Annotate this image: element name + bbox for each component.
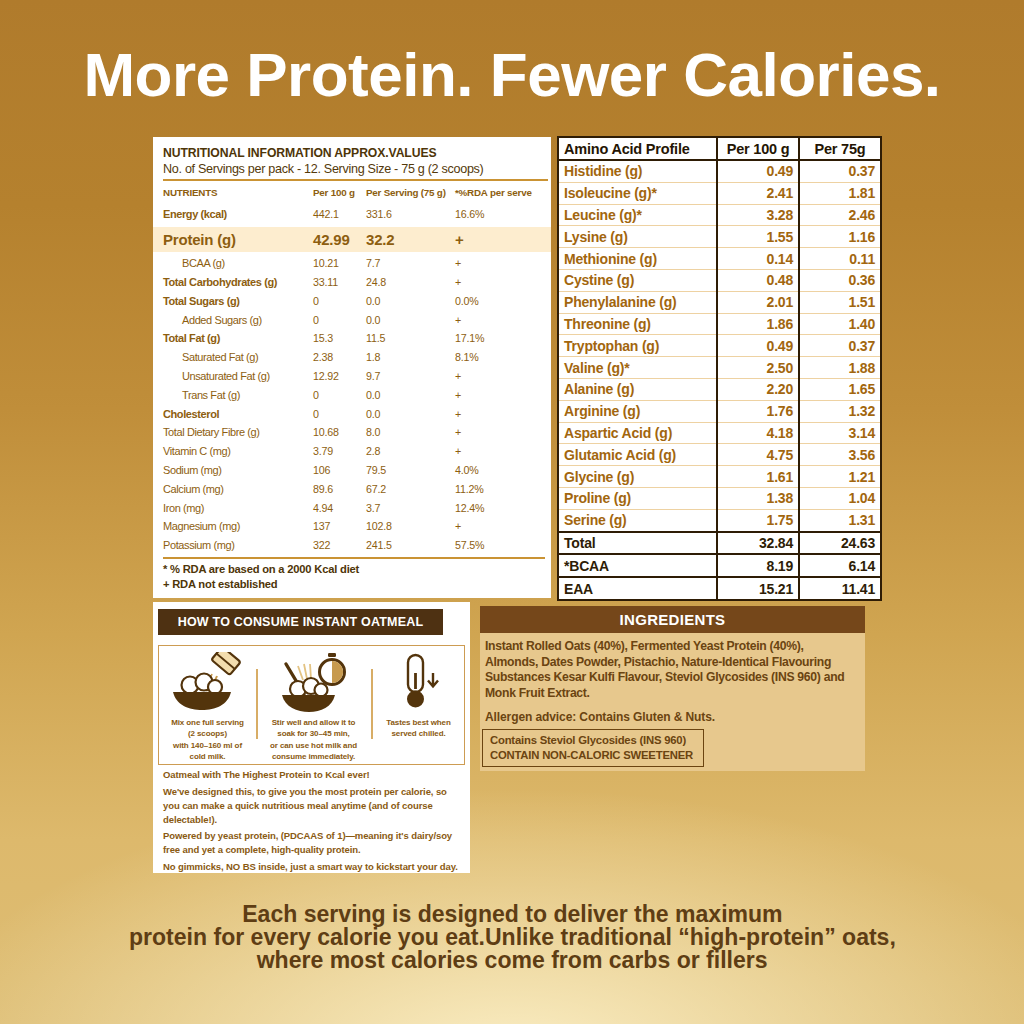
divider (163, 179, 548, 181)
allergen-advice: Allergen advice: Contains Gluten & Nuts. (485, 710, 715, 724)
amino-col-per100: Per 100 g (717, 137, 799, 160)
amino-row: Histidine (g)0.490.37 (558, 160, 881, 182)
pour-packet-icon (163, 652, 253, 714)
sweetener-box: Contains Steviol Glycosides (INS 960) CO… (482, 729, 704, 767)
amino-row: Total32.8424.63 (558, 532, 881, 555)
step-mix: Mix one full serving (2 scoops) with 140… (159, 646, 256, 764)
how-to-consume-panel: HOW TO CONSUME INSTANT OATMEAL (153, 602, 470, 873)
nutrition-row: Potassium (mg)322241.557.5% (153, 536, 551, 555)
amino-row: Aspartic Acid (g)4.183.14 (558, 422, 881, 444)
sweetener-line-1: Contains Steviol Glycosides (INS 960) (490, 733, 703, 748)
footnote-established: + RDA not established (163, 578, 277, 590)
footer-text: Each serving is designed to deliver the … (0, 902, 1024, 971)
nutrition-column-headers: NUTRIENTS Per 100 g Per Serving (75 g) *… (153, 187, 551, 198)
nutrition-row: Vitamin C (mg)3.792.8+ (153, 442, 551, 461)
footer-line-3: where most calories come from carbs or f… (257, 948, 768, 971)
consume-paragraph: No gimmicks, NO BS inside, just a smart … (163, 860, 465, 874)
nutrition-row: Magnesium (mg)137102.8+ (153, 517, 551, 536)
amino-row: Glycine (g)1.611.21 (558, 466, 881, 488)
amino-row: Proline (g)1.381.04 (558, 487, 881, 509)
nutrition-panel: NUTRITIONAL INFORMATION APPROX.VALUES No… (153, 137, 551, 598)
nutrition-row: Total Dietary Fibre (g)10.688.0+ (153, 423, 551, 442)
consume-paragraph: We've designed this, to give you the mos… (163, 785, 465, 827)
footnote-rda: * % RDA are based on a 2000 Kcal diet (163, 563, 359, 575)
amino-row: Isoleucine (g)*2.411.81 (558, 182, 881, 204)
ingredients-header: INGREDIENTS (480, 606, 865, 633)
amino-col-per75: Per 75g (799, 137, 881, 160)
amino-row: Alanine (g)2.201.65 (558, 378, 881, 400)
page-title: More Protein. Fewer Calories. (0, 44, 1024, 106)
consume-paragraph: Oatmeal with The Highest Protein to Kcal… (163, 768, 465, 782)
amino-acid-panel: Amino Acid Profile Per 100 g Per 75g His… (557, 136, 882, 601)
amino-row: Leucine (g)*3.282.46 (558, 204, 881, 226)
consume-paragraphs: Oatmeal with The Highest Protein to Kcal… (163, 768, 465, 876)
nutrition-row: Calcium (mg)89.667.211.2% (153, 479, 551, 498)
col-per-serving: Per Serving (75 g) (366, 187, 455, 198)
sweetener-line-2: CONTAIN NON-CALORIC SWEETENER (490, 748, 703, 763)
amino-row: Phenylalanine (g)2.011.51 (558, 291, 881, 313)
amino-row: Cystine (g)0.480.36 (558, 269, 881, 291)
amino-row: Valine (g)*2.501.88 (558, 357, 881, 379)
ingredients-body: Instant Rolled Oats (40%), Fermented Yea… (485, 639, 863, 701)
amino-header-row: Amino Acid Profile Per 100 g Per 75g (558, 137, 881, 160)
step-mix-caption: Mix one full serving (2 scoops) with 140… (171, 717, 244, 762)
amino-row: Serine (g)1.751.31 (558, 509, 881, 531)
amino-row: *BCAA8.196.14 (558, 554, 881, 577)
nutrition-row: Energy (kcal)442.1331.616.6% (153, 205, 551, 224)
step-stir: Stir well and allow it to soak for 30–45… (256, 646, 371, 764)
nutrition-row: Saturated Fat (g)2.381.88.1% (153, 348, 551, 367)
page: More Protein. Fewer Calories. NUTRITIONA… (0, 0, 1024, 1024)
amino-col-label: Amino Acid Profile (558, 137, 717, 160)
thermometer-icon (374, 652, 464, 714)
divider (163, 557, 545, 559)
ingredients-panel: INGREDIENTS Instant Rolled Oats (40%), F… (480, 606, 865, 771)
col-per100: Per 100 g (313, 187, 366, 198)
nutrition-row: Added Sugars (g)00.0+ (153, 310, 551, 329)
step-stir-caption: Stir well and allow it to soak for 30–45… (270, 717, 357, 762)
nutrition-row: BCAA (g)10.217.7+ (153, 254, 551, 273)
how-to-consume-header: HOW TO CONSUME INSTANT OATMEAL (158, 609, 443, 635)
amino-row: Glutamic Acid (g)4.753.56 (558, 444, 881, 466)
footer-line-2: protein for every calorie you eat.Unlike… (129, 925, 896, 948)
amino-row: Lysine (g)1.551.16 (558, 226, 881, 248)
col-rda: *%RDA per serve (455, 187, 551, 198)
nutrition-row: Sodium (mg)10679.54.0% (153, 461, 551, 480)
amino-row: Arginine (g)1.761.32 (558, 400, 881, 422)
col-nutrients: NUTRIENTS (163, 187, 313, 198)
stir-timer-icon (268, 652, 360, 714)
nutrition-row: Total Sugars (g)00.00.0% (153, 291, 551, 310)
amino-acid-table: Amino Acid Profile Per 100 g Per 75g His… (557, 136, 882, 601)
step-chill: Tastes best when served chilled. (371, 646, 466, 764)
nutrition-subtitle: No. of Servings per pack - 12. Serving S… (163, 162, 484, 176)
nutrition-row: Total Carbohydrates (g)33.1124.8+ (153, 273, 551, 292)
consume-paragraph: Powered by yeast protein, (PDCAAS of 1)—… (163, 829, 465, 857)
amino-row: Methionine (g)0.140.11 (558, 248, 881, 270)
amino-row: Threonine (g)1.861.40 (558, 313, 881, 335)
nutrition-row: Unsaturated Fat (g)12.929.7+ (153, 367, 551, 386)
nutrition-rows: Energy (kcal)442.1331.616.6% Protein (g)4… (153, 205, 551, 555)
nutrition-row: Protein (g)42.9932.2+ (153, 227, 551, 252)
nutrition-title: NUTRITIONAL INFORMATION APPROX.VALUES (163, 146, 436, 160)
nutrition-row: Trans Fat (g)00.0+ (153, 385, 551, 404)
step-chill-caption: Tastes best when served chilled. (386, 717, 451, 740)
consume-steps-box: Mix one full serving (2 scoops) with 140… (158, 645, 465, 765)
nutrition-row: Cholesterol00.0+ (153, 404, 551, 423)
footer-line-1: Each serving is designed to deliver the … (242, 902, 782, 925)
nutrition-row: Iron (mg)4.943.712.4% (153, 498, 551, 517)
amino-row: Tryptophan (g)0.490.37 (558, 335, 881, 357)
nutrition-row: Total Fat (g)15.311.517.1% (153, 329, 551, 348)
amino-row: EAA15.2111.41 (558, 577, 881, 600)
